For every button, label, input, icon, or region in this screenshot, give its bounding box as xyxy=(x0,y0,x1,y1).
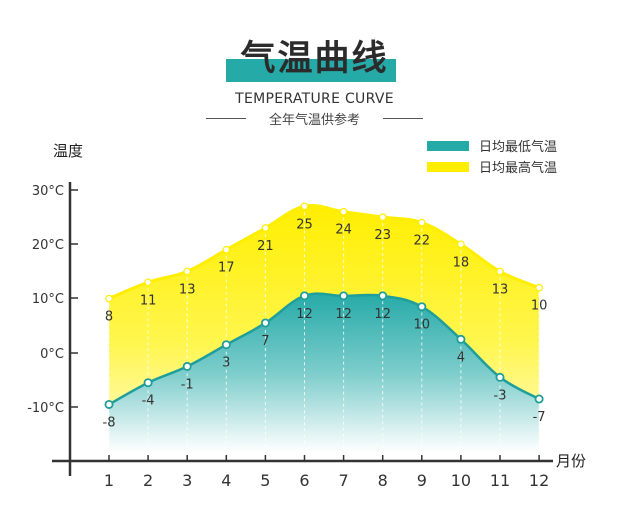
high-temp-point xyxy=(535,283,543,292)
x-tick-label: 5 xyxy=(260,471,270,490)
high-temp-point xyxy=(300,202,309,211)
low-temp-point xyxy=(260,318,270,328)
high-temp-value-label: 11 xyxy=(140,293,157,308)
low-temp-value-label: 4 xyxy=(457,350,465,365)
low-temp-value-label: 12 xyxy=(335,307,352,322)
low-temp-value-label: 10 xyxy=(414,318,431,333)
chart-subtitle-chinese: 全年气温供参考 xyxy=(268,113,360,128)
legend-swatch-teal xyxy=(427,140,469,151)
high-temp-point xyxy=(339,207,348,216)
low-temp-point xyxy=(534,394,544,404)
x-tick-label: 4 xyxy=(221,471,231,490)
x-tick-label: 9 xyxy=(417,471,427,490)
legend: 日均最低气温 日均最高气温 xyxy=(427,135,557,177)
guide-lines xyxy=(108,206,540,457)
high-temp-value-label: 18 xyxy=(453,255,470,270)
low-temp-value-label: 7 xyxy=(261,334,269,349)
legend-item-high: 日均最高气温 xyxy=(427,156,557,177)
chart-title: 气温曲线 xyxy=(240,39,389,79)
y-tick-label: -10°C xyxy=(27,401,64,416)
high-temp-point xyxy=(105,294,113,303)
high-temp-value-label: 21 xyxy=(257,239,274,254)
x-tick-label: 10 xyxy=(451,471,471,490)
chart-header: 气温曲线 TEMPERATURE CURVE 全年气温供参考 xyxy=(0,0,629,130)
high-temp-value-label: 8 xyxy=(105,310,113,325)
high-temp-point xyxy=(261,224,270,232)
x-tick-label: 2 xyxy=(143,471,153,490)
high-temp-value-label: 13 xyxy=(492,282,509,297)
high-temp-value-label: 25 xyxy=(296,217,313,232)
low-temp-point xyxy=(339,291,349,301)
low-temp-point xyxy=(221,340,231,350)
low-temp-point xyxy=(104,399,114,409)
high-temp-point xyxy=(222,245,231,254)
low-temp-point xyxy=(417,302,427,312)
low-temp-area xyxy=(109,293,540,452)
y-tick-label: 0°C xyxy=(40,347,64,362)
x-tick-label: 12 xyxy=(529,471,549,490)
high-temp-value-label: 10 xyxy=(531,299,548,314)
high-temp-point xyxy=(378,213,387,221)
legend-swatch-yellow xyxy=(427,161,469,172)
high-temp-point xyxy=(183,267,192,276)
high-temp-value-label: 23 xyxy=(374,228,391,243)
low-temp-point xyxy=(143,378,153,388)
high-temp-point xyxy=(417,218,426,227)
legend-label: 日均最高气温 xyxy=(479,161,558,176)
high-temp-point xyxy=(144,278,152,287)
data-points xyxy=(104,202,544,409)
low-temp-point xyxy=(456,334,466,344)
axes: 30°C20°C10°C0°C-10°C1 2 3 4 5 6 7 8 9 10 11 12 xyxy=(27,182,553,490)
y-tick-label: 20°C xyxy=(32,238,64,253)
low-temp-value-label: -8 xyxy=(103,415,116,430)
title-highlight-bar xyxy=(226,59,396,82)
high-temp-value-label: 24 xyxy=(335,223,352,238)
low-temp-value-label: -1 xyxy=(181,377,194,392)
high-temp-value-label: 13 xyxy=(179,282,196,297)
y-tick-label: 30°C xyxy=(32,184,64,199)
area-series xyxy=(109,205,540,452)
value-labels: 8 11 13 17 21 25 24 23 22 18 13 10 -8 -4 -1 3 7 12 12 12 10 4… xyxy=(103,217,548,430)
low-temp-value-label: 3 xyxy=(222,356,230,371)
low-temp-value-label: -7 xyxy=(533,410,546,425)
subtitle-rule-left xyxy=(206,118,246,119)
low-temp-point xyxy=(378,291,388,301)
legend-item-low: 日均最低气温 xyxy=(427,135,557,156)
x-tick-label: 3 xyxy=(182,471,192,490)
low-temp-value-label: 12 xyxy=(296,307,313,322)
low-temp-point xyxy=(182,361,192,371)
chart-subtitle-english: TEMPERATURE CURVE xyxy=(235,91,394,107)
low-temp-value-label: 12 xyxy=(374,307,391,322)
low-temp-value-label: -3 xyxy=(494,388,507,403)
high-temp-value-label: 17 xyxy=(218,261,235,276)
legend-label: 日均最低气温 xyxy=(479,140,558,155)
x-tick-label: 6 xyxy=(299,471,309,490)
x-tick-label: 11 xyxy=(490,471,510,490)
x-axis-label: 月份 xyxy=(556,452,587,470)
x-tick-label: 1 xyxy=(104,471,114,490)
low-temp-point xyxy=(495,372,505,382)
subtitle-rule-right xyxy=(383,118,423,119)
x-tick-label: 7 xyxy=(339,471,349,490)
high-temp-point xyxy=(496,267,504,276)
low-temp-point xyxy=(299,291,309,301)
y-axis-label: 温度 xyxy=(53,142,84,160)
x-tick-label: 8 xyxy=(378,471,388,490)
high-temp-point xyxy=(457,240,465,249)
low-temp-value-label: -4 xyxy=(142,394,155,409)
y-tick-label: 10°C xyxy=(32,292,64,307)
high-temp-value-label: 22 xyxy=(414,234,431,249)
